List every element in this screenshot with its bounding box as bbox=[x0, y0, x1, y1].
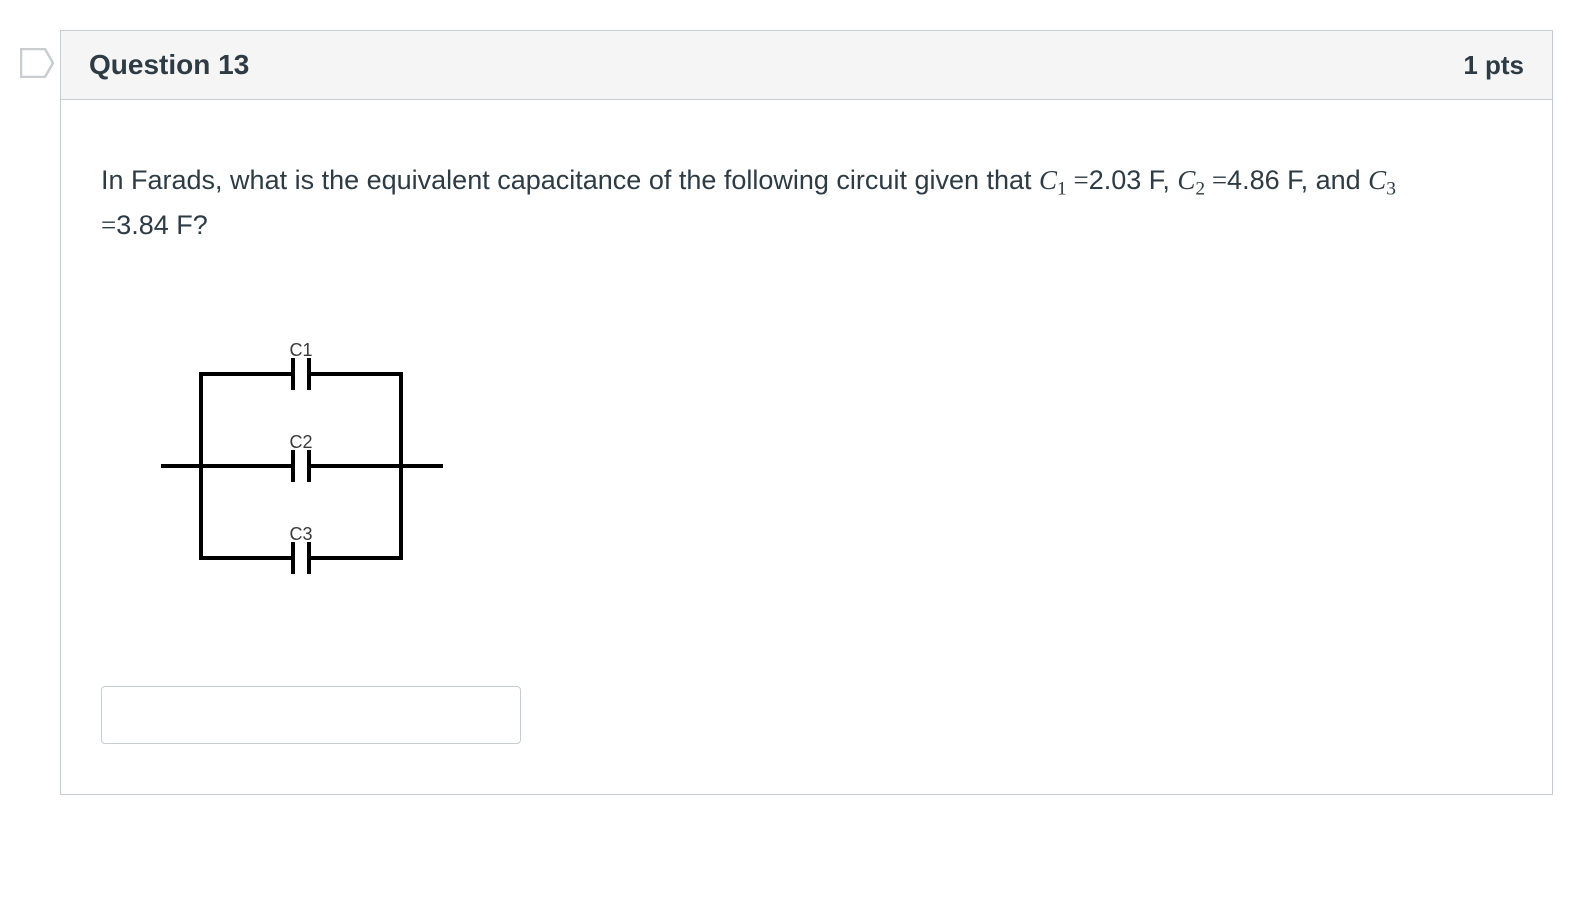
question-card: Question 13 1 pts In Farads, what is the… bbox=[60, 30, 1553, 795]
c1-value: 2.03 F bbox=[1089, 165, 1163, 195]
c1-sub: 1 bbox=[1057, 178, 1067, 199]
svg-text:C1: C1 bbox=[289, 340, 312, 360]
eq3: = bbox=[101, 210, 116, 240]
and-text: , and bbox=[1301, 165, 1369, 195]
prompt-lead: In Farads, what is the equivalent capaci… bbox=[101, 165, 1039, 195]
eq2: = bbox=[1205, 165, 1227, 195]
question-title: Question 13 bbox=[89, 49, 249, 81]
answer-input[interactable] bbox=[101, 686, 521, 744]
sep1: , bbox=[1162, 165, 1177, 195]
question-prompt: In Farads, what is the equivalent capaci… bbox=[101, 160, 1401, 246]
eq1: = bbox=[1067, 165, 1089, 195]
circuit-diagram: C1 C2 C3 bbox=[161, 316, 1516, 596]
c2-symbol: C bbox=[1177, 165, 1195, 195]
c3-symbol: C bbox=[1368, 165, 1386, 195]
question-body: In Farads, what is the equivalent capaci… bbox=[61, 100, 1552, 794]
c3-sub: 3 bbox=[1386, 178, 1396, 199]
svg-text:C2: C2 bbox=[289, 432, 312, 452]
svg-text:C3: C3 bbox=[289, 524, 312, 544]
c3-value: 3.84 F bbox=[116, 210, 193, 240]
c2-value: 4.86 F bbox=[1227, 165, 1301, 195]
c2-sub: 2 bbox=[1195, 178, 1205, 199]
question-points: 1 pts bbox=[1463, 50, 1524, 81]
c1-symbol: C bbox=[1039, 165, 1057, 195]
qmark: ? bbox=[193, 210, 208, 240]
bookmark-icon[interactable] bbox=[20, 48, 54, 78]
question-header: Question 13 1 pts bbox=[61, 31, 1552, 100]
